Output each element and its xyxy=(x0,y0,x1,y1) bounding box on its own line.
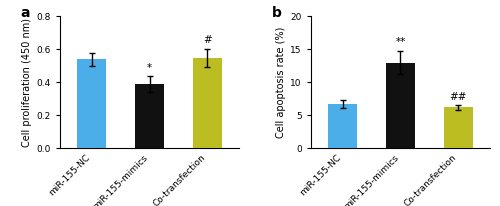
Text: b: b xyxy=(272,6,281,20)
Text: #: # xyxy=(203,35,212,45)
Y-axis label: Cell apoptosis rate (%): Cell apoptosis rate (%) xyxy=(276,27,286,138)
Bar xyxy=(78,59,106,148)
Text: *: * xyxy=(147,62,152,73)
Text: ##: ## xyxy=(450,91,467,102)
Bar xyxy=(135,84,164,148)
Bar xyxy=(386,63,415,148)
Bar xyxy=(328,104,357,148)
Text: **: ** xyxy=(396,37,406,47)
Bar xyxy=(193,58,222,148)
Bar xyxy=(444,108,472,148)
Text: a: a xyxy=(20,6,30,20)
Y-axis label: Cell proliferation (450 nm): Cell proliferation (450 nm) xyxy=(22,18,32,147)
